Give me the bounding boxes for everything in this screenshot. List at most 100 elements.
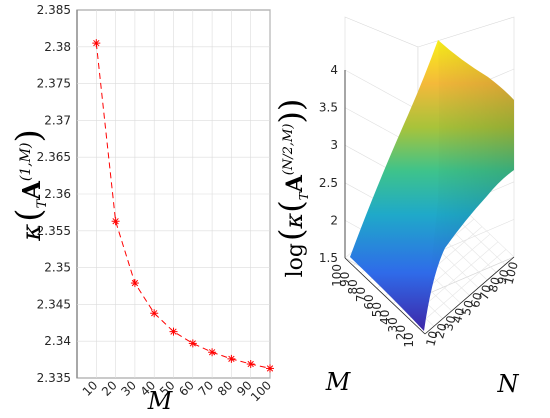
z-tick-label: 2 xyxy=(330,213,338,227)
n-tick-label: 30 xyxy=(441,314,458,332)
n-tick-label: 80 xyxy=(486,276,503,294)
left-ylabel-kappa: κ xyxy=(17,224,47,242)
n-tick: 30 xyxy=(441,314,458,332)
left-x-tick: 30 xyxy=(118,378,139,399)
data-point xyxy=(111,217,120,226)
left-y-ticks: 2.335 2.34 2.345 2.35 2.355 2.36 2.365 2.37 2.37… xyxy=(37,3,71,385)
z-tick-label: 3 xyxy=(330,138,338,152)
left-x-tick: 70 xyxy=(196,378,217,399)
n-tick: 100 xyxy=(501,260,520,286)
n-tick: 60 xyxy=(468,291,485,309)
n-tick-label: 60 xyxy=(468,291,485,309)
data-point xyxy=(227,354,236,363)
n-tick-label: 40 xyxy=(450,306,467,324)
data-point xyxy=(92,39,101,48)
m-tick: 100 xyxy=(330,264,344,287)
n-tick-label: 70 xyxy=(477,283,494,301)
data-point xyxy=(169,327,178,336)
left-y-tick-label: 2.35 xyxy=(44,261,71,275)
left-x-tick-label: 80 xyxy=(215,378,236,399)
left-x-tick: 60 xyxy=(176,378,197,399)
m-tick-label: 10 xyxy=(402,332,416,347)
n-tick: 70 xyxy=(477,283,494,301)
m-tick: 80 xyxy=(346,279,360,294)
left-y-tick-label: 2.365 xyxy=(37,150,71,164)
data-point xyxy=(266,364,274,373)
n-tick-label: 50 xyxy=(459,299,476,317)
left-grid xyxy=(77,9,271,379)
left-y-tick-label: 2.355 xyxy=(37,224,71,238)
left-x-tick-label: 60 xyxy=(176,378,197,399)
m-tick-label: 20 xyxy=(394,325,408,340)
left-x-tick-label: 70 xyxy=(196,378,217,399)
left-y-tick-label: 2.38 xyxy=(44,40,71,54)
m-tick: 90 xyxy=(338,272,352,287)
left-y-tick-label: 2.335 xyxy=(37,371,71,385)
m-axis-line xyxy=(344,257,426,335)
m-tick-label: 50 xyxy=(370,302,384,317)
m-tick: 50 xyxy=(370,302,384,317)
left-x-tick: 20 xyxy=(99,378,120,399)
right-m-axis-label: M xyxy=(325,368,352,396)
n-axis-line xyxy=(424,256,515,335)
m-tick: 20 xyxy=(394,325,408,340)
right-zlabel-log: log xyxy=(283,243,308,277)
left-ylabel-presub: T xyxy=(35,198,50,208)
m-tick: 10 xyxy=(402,332,416,347)
left-y-tick-label: 2.37 xyxy=(44,113,71,127)
z-ticks: 1.5 2 2.5 3 3.5 4 xyxy=(319,63,338,265)
m-tick-label: 30 xyxy=(386,317,400,332)
m-tick: 70 xyxy=(354,287,368,302)
n-tick: 50 xyxy=(459,299,476,317)
svg-text:log(κ(TA(N/2,M))): log(κ(TA(N/2,M))) xyxy=(272,99,311,278)
left-y-tick-label: 2.375 xyxy=(37,77,71,91)
right-zlabel-matrix: A xyxy=(282,174,308,193)
n-tick: 80 xyxy=(486,276,503,294)
n-tick: 40 xyxy=(450,306,467,324)
data-point xyxy=(246,360,255,369)
data-point xyxy=(208,348,217,357)
m-tick-label: 70 xyxy=(354,287,368,302)
right-z-axis-label: log(κ(TA(N/2,M))) xyxy=(272,99,311,278)
left-x-tick-label: 100 xyxy=(248,378,274,404)
n-tick-label: 90 xyxy=(495,268,512,286)
left-x-tick-label: 30 xyxy=(118,378,139,399)
left-x-tick: 10 xyxy=(80,378,101,399)
left-chart: 2.335 2.34 2.345 2.35 2.355 2.36 2.365 2.37 2.37… xyxy=(9,3,274,415)
z-tick-label: 2.5 xyxy=(319,176,338,190)
m-tick: 30 xyxy=(386,317,400,332)
left-markers xyxy=(92,39,274,373)
z-tick-label: 3.5 xyxy=(319,101,338,115)
left-y-tick-label: 2.345 xyxy=(37,297,71,311)
right-n-axis-label: N xyxy=(497,370,520,398)
left-y-tick-label: 2.34 xyxy=(44,334,71,348)
m-tick: 60 xyxy=(362,294,376,309)
m-tick-label: 80 xyxy=(346,279,360,294)
data-point xyxy=(188,339,197,348)
z-tick-label: 4 xyxy=(330,63,338,77)
m-tick-label: 40 xyxy=(378,310,392,325)
n-tick-label: 100 xyxy=(501,260,520,286)
m-tick-label: 100 xyxy=(330,264,344,287)
n-tick-label: 10 xyxy=(423,329,440,347)
data-point xyxy=(130,279,139,288)
data-point xyxy=(150,309,159,318)
n-tick: 20 xyxy=(432,322,449,340)
svg-text:κ(TA(1,M)): κ(TA(1,M)) xyxy=(9,129,50,242)
n-tick: 10 xyxy=(423,329,440,347)
left-y-axis-label: κ(TA(1,M)) xyxy=(9,129,50,242)
left-x-tick: 100 xyxy=(248,378,274,404)
right-zlabel-presub: T xyxy=(297,191,311,200)
surface-shade xyxy=(424,40,514,331)
left-ylabel-sup: (1,M) xyxy=(18,143,34,182)
wall-gridline xyxy=(344,69,419,111)
m-tick-label: 60 xyxy=(362,294,376,309)
n-tick: 90 xyxy=(495,268,512,286)
m-tick: 40 xyxy=(378,310,392,325)
z-tick-label: 1.5 xyxy=(319,251,338,265)
left-y-tick-label: 2.385 xyxy=(37,3,71,17)
